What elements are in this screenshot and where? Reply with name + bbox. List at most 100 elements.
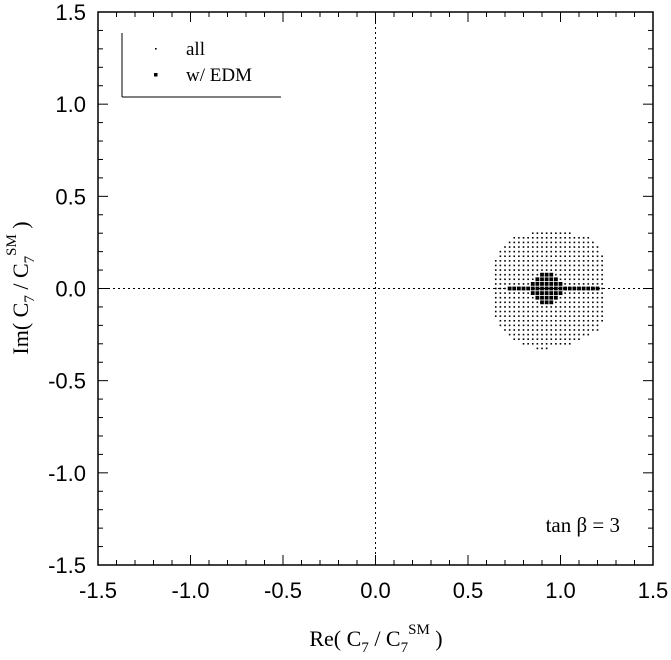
point-all [578,278,580,281]
point-all [559,301,562,304]
point-all [578,260,580,262]
point-all [545,250,548,253]
point-all [592,255,594,258]
point-all [504,278,506,281]
point-edm [521,286,526,291]
point-all [508,250,511,253]
point-all [550,310,553,313]
point-all [522,241,525,244]
point-all [568,273,571,276]
point-all [555,306,557,308]
point-all [573,273,576,276]
point-all [504,310,506,313]
point-all [559,246,562,248]
point-all [582,250,585,253]
point-all [573,237,576,239]
point-all [578,324,580,327]
point-all [504,324,506,327]
point-all [568,296,571,299]
point-all [545,264,548,267]
point-all [531,273,534,276]
point-all [596,292,599,294]
point-edm [549,300,554,305]
x-tick-label: -1.0 [172,578,210,603]
point-all [527,329,529,331]
point-all [499,324,502,327]
point-all [550,269,553,271]
point-edm [540,272,544,277]
point-all [578,237,580,239]
point-all [522,283,525,285]
point-all [578,246,580,248]
point-all [518,319,520,322]
point-all [573,306,576,308]
point-all [550,315,553,317]
point-all [573,246,576,248]
point-all [536,338,539,340]
point-all [504,273,506,276]
point-edm [526,286,531,291]
point-all [564,246,566,248]
point-all [518,296,520,299]
point-all [601,306,603,308]
point-all [513,283,516,285]
point-all [527,260,529,262]
point-all [531,333,534,336]
point-all [587,278,590,281]
point-all [555,315,557,317]
point-all [527,315,529,317]
point-all [531,324,534,327]
point-all [555,319,557,322]
point-all [504,255,506,258]
point-all [564,338,566,340]
point-all [596,255,599,258]
point-all [568,301,571,304]
point-all [522,338,525,340]
point-all [578,269,580,271]
point-all [601,269,603,271]
point-all [555,301,557,304]
point-all [555,250,557,253]
point-all [578,333,580,336]
y-tick-label: -0.5 [48,369,86,394]
point-all [564,283,566,285]
point-edm [544,291,549,296]
point-all [504,296,506,299]
point-edm [549,272,554,277]
point-all [568,310,571,313]
point-all [592,315,594,317]
point-edm [544,295,549,300]
point-all [555,269,557,271]
point-all [596,273,599,276]
point-all [541,306,543,308]
point-all [587,292,590,294]
point-all [522,329,525,331]
point-all [601,310,603,313]
point-all [587,283,590,285]
point-all [596,306,599,308]
point-all [504,306,506,308]
point-all [592,324,594,327]
point-all [559,237,562,239]
point-all [564,292,566,294]
tick-labels: -1.5 -1.0 -0.5 0.0 0.5 1.0 1.5 -1.5 -1.0 -0.5 0.0 0… [48,0,668,603]
point-all [573,319,576,322]
series-all-points [494,232,603,350]
point-all [587,324,590,327]
y-axis-title-sup: SM [4,234,20,256]
point-all [541,269,543,271]
point-all [596,315,599,317]
point-all [559,319,562,322]
point-all [550,250,553,253]
point-all [592,301,594,304]
point-all [564,329,566,331]
point-all [508,246,511,248]
point-all [531,241,534,244]
point-all [513,269,516,271]
point-edm [540,295,544,300]
point-all [550,241,553,244]
point-all [578,250,580,253]
point-all [499,287,502,290]
point-all [531,315,534,317]
point-all [550,260,553,262]
